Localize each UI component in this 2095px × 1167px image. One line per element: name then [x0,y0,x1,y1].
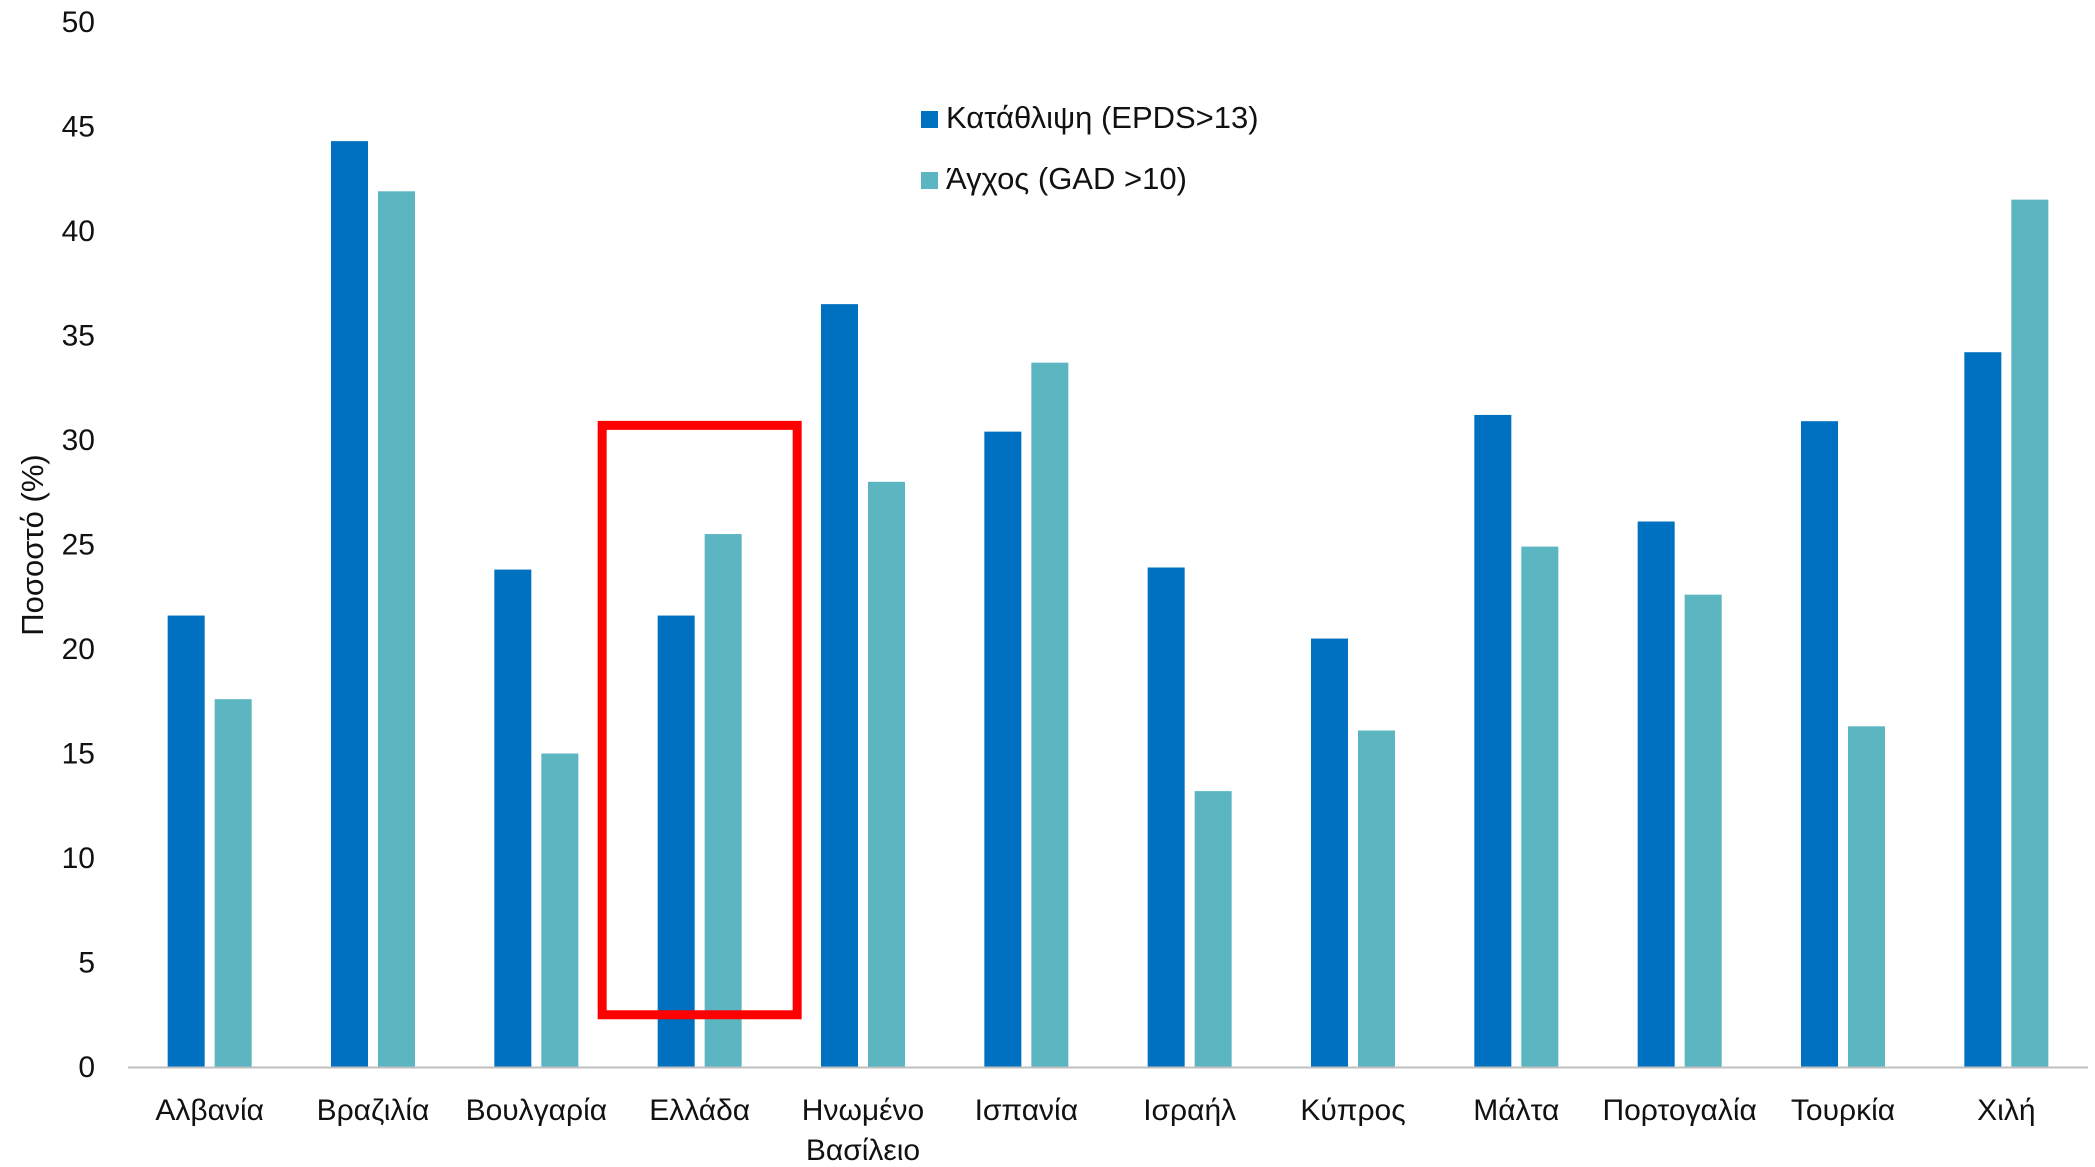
bar-anxiety [1031,362,1069,1067]
y-tick-label: 10 [62,842,95,875]
bar-anxiety [2011,199,2049,1067]
x-category-label: Μάλτα [1473,1094,1559,1127]
legend-swatch [921,111,938,128]
x-category-label: Χιλή [1977,1094,2035,1127]
bar-depression [1311,638,1348,1067]
bar-depression [821,304,858,1067]
x-category-label: Ελλάδα [649,1094,750,1127]
x-category-label: Ηνωμένο Βασίλειο [802,1094,924,1162]
bar-depression [167,615,205,1067]
bar-anxiety [1848,726,1885,1067]
bar-depression [1801,421,1838,1067]
x-category-label: Τουρκία [1791,1094,1895,1127]
bar-depression [1964,352,2002,1068]
bar-anxiety [704,534,742,1067]
bar-anxiety [378,191,415,1068]
y-axis-title: Ποσοστό (%) [15,454,50,635]
bar-depression [984,431,1022,1067]
legend-label: Άγχος (GAD >10) [946,161,1187,196]
y-tick-label: 5 [78,947,95,980]
x-axis: Αλβανία Βραζιλία Βουλγαρία Ελλάδα Ηνωμένο Βασ… [128,1066,2088,1167]
bar-depression [331,141,368,1067]
x-category-label: Βραζιλία [317,1094,430,1127]
bar-depression [657,615,695,1067]
y-tick-label: 50 [62,6,95,39]
legend-label: Κατάθλιψη (EPDS>13) [946,100,1259,135]
bar-anxiety [214,699,252,1067]
x-category-label: Ισραήλ [1143,1094,1236,1127]
y-tick-label: 35 [62,320,95,353]
y-tick-label: 40 [62,215,95,248]
x-category-label: Κύπρος [1300,1094,1405,1127]
bar-anxiety [1684,594,1722,1067]
y-tick-label: 25 [62,529,95,562]
y-tick-label: 15 [62,738,95,771]
y-tick-label: 0 [78,1051,95,1084]
bars [167,141,2049,1068]
bar-depression [494,569,532,1067]
bar-anxiety [541,753,579,1067]
bar-anxiety [1521,546,1559,1067]
x-category-label: Ισπανία [975,1094,1078,1127]
bar-anxiety [1358,730,1395,1067]
legend: Κατάθλιψη (EPDS>13) Άγχος (GAD >10) [921,100,1259,196]
y-tick-label: 45 [62,111,95,144]
y-tick-label: 20 [62,633,95,666]
x-category-label: Αλβανία [155,1094,264,1127]
y-axis: 0 5 10 15 20 25 30 35 40 45 50 [62,6,95,1084]
legend-swatch [921,172,938,189]
bar-anxiety [868,481,905,1067]
bar-anxiety [1194,791,1232,1067]
x-category-label: Βουλγαρία [466,1094,608,1127]
y-tick-label: 30 [62,424,95,457]
bar-depression [1474,414,1512,1067]
bar-depression [1637,521,1675,1067]
highlight-box-group [597,420,802,1020]
highlight-box [597,420,802,1020]
x-category-label: Πορτογαλία [1602,1094,1756,1127]
bar-depression [1147,567,1185,1067]
